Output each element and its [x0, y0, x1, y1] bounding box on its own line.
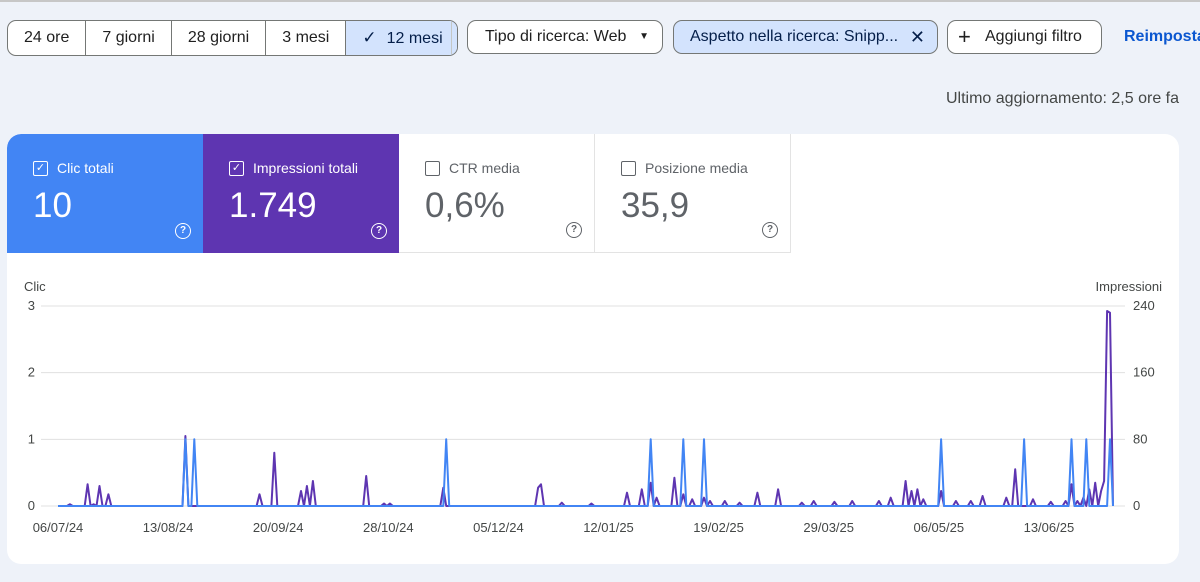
x-tick-label: 28/10/24 — [363, 520, 414, 535]
right-tick-label: 160 — [1133, 365, 1155, 380]
filter-bar: 24 ore 7 giorni 28 giorni 3 mesi ✓ 12 mes… — [0, 20, 1200, 56]
plus-icon: + — [958, 24, 971, 49]
range-7d-button[interactable]: 7 giorni — [86, 21, 172, 55]
x-tick-label: 13/06/25 — [1024, 520, 1075, 535]
close-icon[interactable]: ✕ — [909, 27, 925, 47]
right-axis-title: Impressioni — [1096, 279, 1163, 294]
date-range-selector: 24 ore 7 giorni 28 giorni 3 mesi ✓ 12 mes… — [7, 20, 458, 56]
left-axis-title: Clic — [24, 279, 46, 294]
x-tick-label: 06/05/25 — [913, 520, 964, 535]
range-12m-label: 12 mesi — [386, 30, 443, 47]
x-tick-label: 13/08/24 — [143, 520, 194, 535]
x-tick-label: 19/02/25 — [693, 520, 744, 535]
add-filter-label: Aggiungi filtro — [985, 28, 1082, 45]
dropdown-arrow-icon: ▼ — [639, 31, 649, 42]
left-tick-label: 1 — [28, 431, 35, 446]
range-24h-button[interactable]: 24 ore — [8, 21, 87, 55]
metric-tile-impressions[interactable]: ✓ Impressioni totali 1.749 ? — [203, 134, 399, 253]
metric-tile-position[interactable]: Posizione media 35,9 ? — [595, 134, 791, 253]
right-tick-label: 240 — [1133, 298, 1155, 313]
top-divider — [0, 0, 1200, 2]
right-tick-label: 0 — [1133, 498, 1140, 513]
x-tick-label: 06/07/24 — [33, 520, 84, 535]
metric-label: Impressioni totali — [253, 160, 359, 176]
help-icon[interactable]: ? — [762, 222, 778, 238]
checkbox-unchecked-icon[interactable] — [425, 160, 440, 176]
filter-divider — [451, 22, 452, 54]
performance-card: ✓ Clic totali 10 ? ✓ Impressioni totali 1.… — [7, 134, 1179, 564]
metric-value: 0,6% — [425, 186, 505, 225]
metric-value: 10 — [33, 186, 72, 225]
clicks-series-line — [58, 438, 1114, 507]
metric-value: 1.749 — [229, 186, 317, 225]
left-tick-label: 0 — [28, 498, 35, 513]
metric-label: Posizione media — [645, 160, 748, 176]
help-icon[interactable]: ? — [371, 223, 387, 239]
help-icon[interactable]: ? — [566, 222, 582, 238]
metric-value: 35,9 — [621, 186, 690, 225]
x-tick-label: 12/01/25 — [583, 520, 634, 535]
search-appearance-filter[interactable]: Aspetto nella ricerca: Snipp... ✕ — [673, 20, 938, 54]
x-tick-label: 29/03/25 — [803, 520, 854, 535]
last-update-text: Ultimo aggiornamento: 2,5 ore fa — [945, 90, 1179, 107]
x-tick-label: 20/09/24 — [253, 520, 304, 535]
range-12m-button[interactable]: ✓ 12 mesi — [346, 21, 457, 55]
metric-tile-clicks[interactable]: ✓ Clic totali 10 ? — [7, 134, 203, 253]
impressions-series-line — [58, 310, 1114, 507]
reset-link[interactable]: Reimposta — [1124, 28, 1200, 45]
checkbox-checked-icon[interactable]: ✓ — [33, 160, 48, 176]
search-appearance-label: Aspetto nella ricerca: Snipp... — [690, 28, 899, 45]
performance-chart: Clic Impressioni 0 1 2 3 0 80 160 240 06/07/24 13… — [24, 279, 1163, 535]
search-type-label: Tipo di ricerca: Web — [485, 28, 627, 45]
search-type-filter[interactable]: Tipo di ricerca: Web ▼ — [467, 20, 663, 54]
range-28d-button[interactable]: 28 giorni — [172, 21, 267, 55]
metric-tile-ctr[interactable]: CTR media 0,6% ? — [399, 134, 595, 253]
left-tick-label: 3 — [28, 298, 35, 313]
x-tick-label: 05/12/24 — [473, 520, 524, 535]
metric-label: Clic totali — [57, 160, 114, 176]
add-filter-button[interactable]: + Aggiungi filtro — [947, 20, 1102, 54]
metric-label: CTR media — [449, 160, 520, 176]
checkbox-unchecked-icon[interactable] — [621, 160, 636, 176]
help-icon[interactable]: ? — [175, 223, 191, 239]
checkbox-checked-icon[interactable]: ✓ — [229, 160, 244, 176]
right-tick-label: 80 — [1133, 431, 1147, 446]
left-tick-label: 2 — [28, 365, 35, 380]
range-3m-button[interactable]: 3 mesi — [266, 21, 347, 55]
checkmark-icon: ✓ — [362, 28, 377, 47]
